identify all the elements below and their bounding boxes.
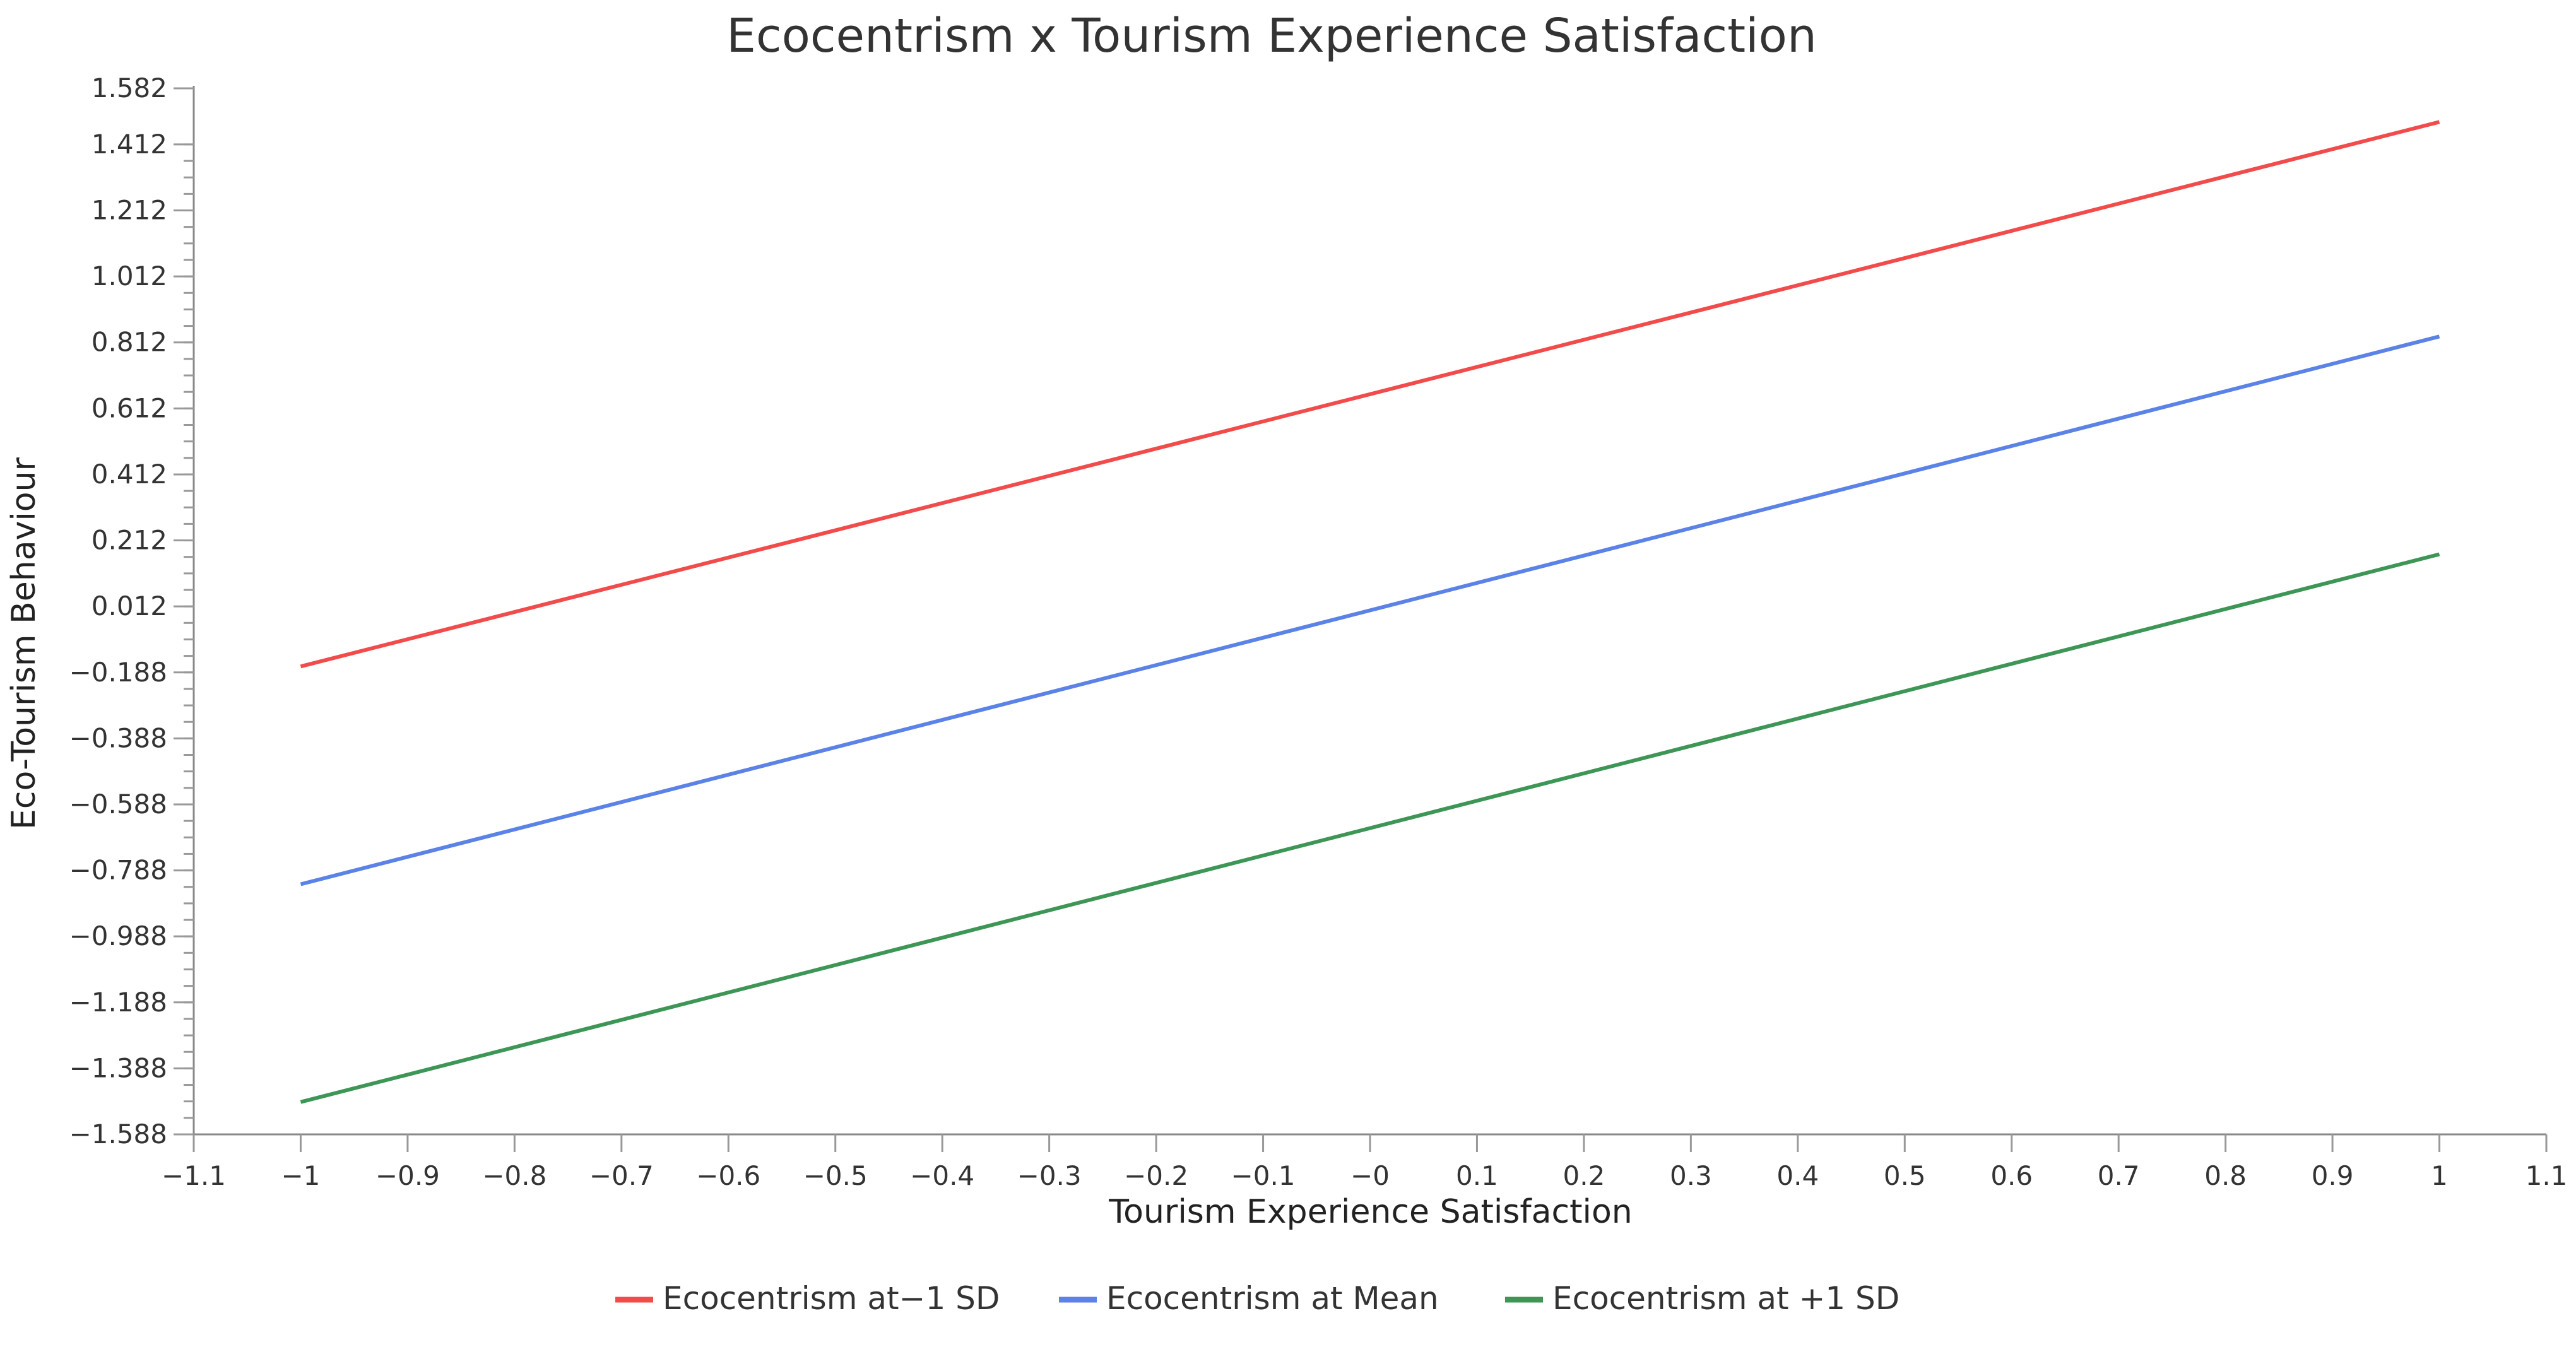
x-tick-label: 0.1	[1456, 1160, 1498, 1191]
y-tick-label: 1.212	[92, 195, 167, 226]
x-tick-label: 0.6	[1990, 1160, 2033, 1191]
x-tick-label: −1	[281, 1160, 320, 1191]
legend-label: Ecocentrism at Mean	[1106, 1280, 1439, 1317]
y-tick-label: −1.188	[69, 987, 167, 1018]
y-tick-label: 0.612	[92, 392, 167, 423]
legend: Ecocentrism at−1 SD Ecocentrism at Mean Ec…	[615, 1280, 1900, 1317]
y-tick-label: −0.188	[69, 657, 167, 688]
x-tick-label: 0.5	[1884, 1160, 1926, 1191]
series-line-minus-1sd	[300, 120, 2440, 669]
y-tick-label: 0.412	[92, 459, 167, 490]
y-tick-label: 1.412	[92, 129, 167, 160]
x-tick-label: 0.7	[2098, 1160, 2140, 1191]
y-tick-label: −0.388	[69, 722, 167, 753]
x-tick-label: −0.2	[1124, 1160, 1188, 1191]
y-tick-label: −0.788	[69, 855, 167, 886]
y-tick-label: 0.812	[92, 327, 167, 358]
x-tick-label: −0.9	[375, 1160, 440, 1191]
x-tick-label: 0.4	[1776, 1160, 1819, 1191]
y-tick-label: 0.212	[92, 525, 167, 556]
y-axis-title: Eco-Tourism Behaviour	[5, 457, 43, 829]
x-tick-label: −0.5	[803, 1160, 868, 1191]
legend-label: Ecocentrism at−1 SD	[663, 1280, 1000, 1317]
y-tick-label: −0.988	[69, 921, 167, 951]
x-tick-label: 1.1	[2526, 1160, 2568, 1191]
x-tick-label: −0.8	[482, 1160, 547, 1191]
x-tick-label: 0.9	[2312, 1160, 2354, 1191]
x-tick-label: 1	[2431, 1160, 2448, 1191]
x-tick-label: −0.1	[1231, 1160, 1296, 1191]
x-tick-label: −0.6	[696, 1160, 760, 1191]
axes: 1.582 1.412 1.212 1.012 0.812 0.612 0.412 0.212…	[69, 73, 2568, 1191]
series-line-plus-1sd	[300, 552, 2440, 1104]
x-tick-label: 0.8	[2204, 1160, 2247, 1191]
x-tick-label: −0.7	[589, 1160, 654, 1191]
legend-label: Ecocentrism at +1 SD	[1552, 1280, 1900, 1317]
x-tick-label: −0	[1350, 1160, 1390, 1191]
series-lines	[300, 120, 2440, 1104]
x-tick-label: −0.4	[910, 1160, 974, 1191]
x-tick-label: −0.3	[1017, 1160, 1082, 1191]
y-tick-label: −0.588	[69, 789, 167, 820]
x-tick-label: 0.3	[1670, 1160, 1712, 1191]
chart-title: Ecocentrism x Tourism Experience Satisfa…	[726, 9, 1817, 63]
series-line-mean	[300, 334, 2440, 886]
x-axis-title: Tourism Experience Satisfaction	[1108, 1193, 1633, 1231]
y-tick-label: −1.388	[69, 1052, 167, 1083]
x-tick-label: 0.2	[1563, 1160, 1605, 1191]
y-tick-label: 1.012	[92, 261, 167, 291]
y-tick-label: 1.582	[92, 73, 167, 103]
y-tick-label: −1.588	[69, 1119, 167, 1150]
x-tick-label: −1.1	[162, 1160, 226, 1191]
y-tick-label: 0.012	[92, 591, 167, 621]
